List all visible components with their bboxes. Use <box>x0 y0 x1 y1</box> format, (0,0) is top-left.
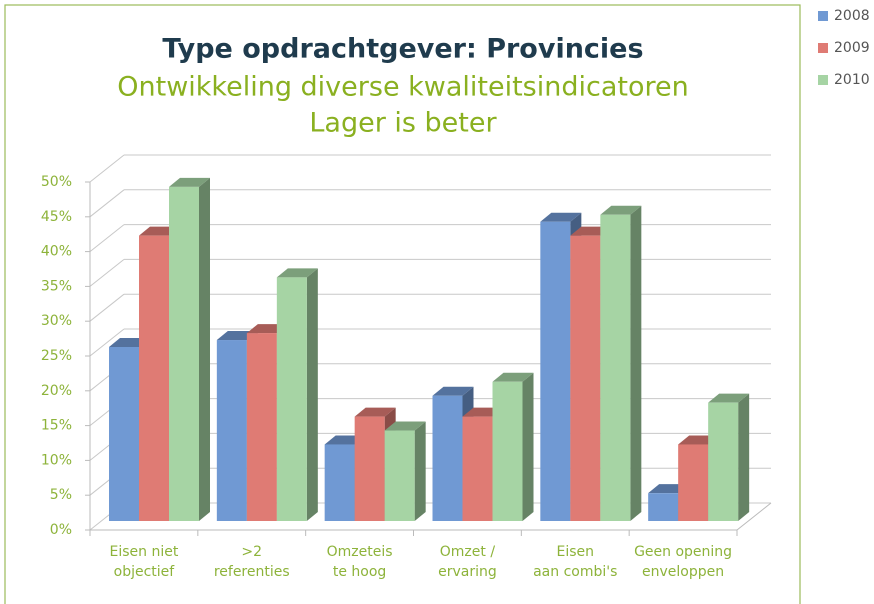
bar-top <box>384 421 426 431</box>
x-tick-label: Geen opening <box>634 544 732 560</box>
bar-front <box>600 214 631 521</box>
bar <box>492 372 534 521</box>
bar <box>600 205 642 521</box>
bar <box>708 393 750 521</box>
bar-front <box>324 444 355 521</box>
y-tick-label: 45% <box>41 209 72 225</box>
bar <box>169 177 210 522</box>
x-tick-label: enveloppen <box>642 564 724 580</box>
y-tick-label: 10% <box>41 452 72 468</box>
chart-title: Type opdrachtgever: Provincies <box>162 34 643 65</box>
grid-line <box>89 224 125 252</box>
grid-line <box>89 259 125 287</box>
bar <box>384 421 426 521</box>
y-tick-label: 0% <box>50 522 72 538</box>
y-tick-label: 20% <box>41 383 72 399</box>
legend-swatch <box>818 43 828 53</box>
bar-side <box>630 205 642 521</box>
bar-side <box>199 177 210 522</box>
grid-line <box>89 154 125 183</box>
x-tick-label: objectief <box>114 564 176 580</box>
x-tick-label: Omzet / <box>440 544 496 560</box>
bar-front <box>139 235 169 521</box>
y-tick-label: 5% <box>50 487 72 503</box>
y-tick-label: 30% <box>41 313 72 329</box>
bar-front <box>169 186 199 522</box>
y-tick-label: 35% <box>41 278 72 294</box>
chart-subtitle: Lager is beter <box>309 108 497 139</box>
bar-front <box>384 430 415 521</box>
bar-side <box>522 372 534 521</box>
bar-front <box>354 416 385 521</box>
y-tick-label: 15% <box>41 418 72 434</box>
x-tick-label: Omzeteis <box>327 544 393 560</box>
bar-front <box>216 340 247 521</box>
legend-label: 2009 <box>834 40 870 56</box>
bar-top <box>432 386 474 396</box>
bar-front <box>570 235 601 521</box>
bar-front <box>708 402 739 521</box>
x-tick-label: >2 <box>241 544 262 560</box>
legend-label: 2010 <box>834 72 870 88</box>
chart-subtitle: Ontwikkeling diverse kwaliteitsindicator… <box>117 72 688 103</box>
x-tick-label: Eisen <box>556 544 594 560</box>
bar-front <box>246 333 277 521</box>
legend-swatch <box>818 75 828 85</box>
x-tick-label: referenties <box>214 564 290 580</box>
grid-line <box>89 293 125 322</box>
y-tick-label: 25% <box>41 348 72 364</box>
legend-swatch <box>818 11 828 21</box>
bar-front <box>109 347 139 521</box>
bar-front <box>648 493 679 521</box>
bar-side <box>306 268 318 521</box>
bar-front <box>432 395 463 521</box>
bar-top <box>540 212 582 222</box>
x-tick-label: ervaring <box>438 564 497 580</box>
bar-top <box>169 177 210 187</box>
bar-top <box>276 268 318 278</box>
bar-top <box>708 393 750 403</box>
bar <box>276 268 318 521</box>
bar-top <box>354 407 396 417</box>
bar-side <box>738 393 750 521</box>
bar-side <box>414 421 426 521</box>
x-tick-label: te hoog <box>333 564 386 580</box>
grid-line <box>89 328 125 357</box>
bar-top <box>492 372 534 382</box>
bar-front <box>276 277 307 521</box>
x-tick-label: Eisen niet <box>109 544 178 560</box>
bar-front <box>540 221 571 521</box>
bar-front <box>462 416 493 521</box>
y-tick-label: 40% <box>41 244 72 260</box>
y-tick-label: 50% <box>41 174 72 190</box>
grid-line <box>89 189 125 218</box>
bar-top <box>600 205 642 215</box>
legend-label: 2008 <box>834 8 870 24</box>
bar-front <box>678 444 709 521</box>
bar-front <box>492 381 523 521</box>
x-tick-label: aan combi's <box>533 564 617 580</box>
